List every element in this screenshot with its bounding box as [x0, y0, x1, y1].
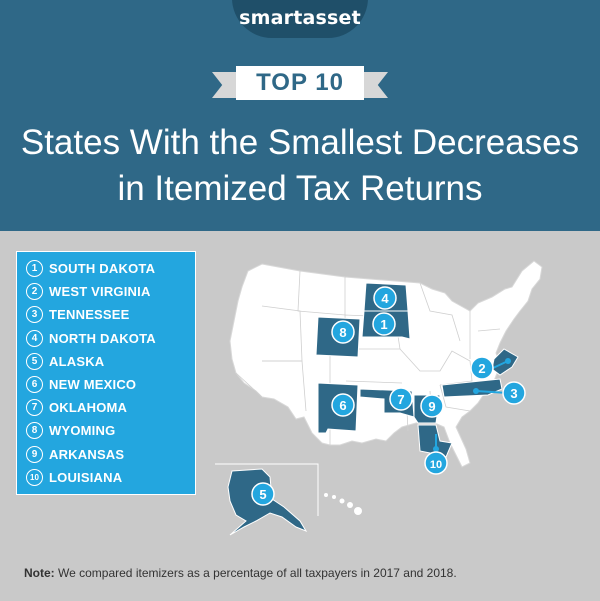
alaska-inset-frame [215, 463, 319, 516]
title-line-2: in Itemized Tax Returns [117, 169, 483, 208]
legend-rank: 9 [26, 445, 43, 463]
map-marker-8: 8 [331, 320, 355, 344]
legend-item: 4 NORTH DAKOTA [17, 327, 195, 350]
svg-text:7: 7 [397, 392, 404, 407]
rank-markers: 1 2 3 4 5 6 7 8 9 10 [251, 286, 526, 506]
svg-text:6: 6 [339, 398, 346, 413]
legend-item: 2 WEST VIRGINIA [17, 280, 195, 303]
legend-state: LOUISIANA [49, 469, 123, 485]
svg-text:8: 8 [339, 325, 346, 340]
map-marker-5: 5 [251, 482, 275, 506]
smartasset-logo: smartasset [239, 7, 361, 29]
ranking-legend: 1 SOUTH DAKOTA 2 WEST VIRGINIA 3 TENNESSEE … [16, 251, 196, 495]
legend-item: 3 TENNESSEE [17, 303, 195, 326]
footnote: Note: We compared itemizers as a percent… [24, 566, 457, 580]
legend-state: SOUTH DAKOTA [49, 261, 156, 277]
hawaii-shape [324, 493, 362, 515]
legend-state: OKLAHOMA [49, 400, 128, 416]
top10-badge: TOP 10 [236, 66, 364, 100]
us-map: 1 2 3 4 5 6 7 8 9 10 [215, 260, 543, 536]
legend-item: 10 LOUISIANA [17, 466, 195, 489]
marker-dots [433, 358, 511, 452]
svg-text:2: 2 [478, 361, 485, 376]
map-marker-2: 2 [470, 356, 494, 380]
map-marker-3: 3 [502, 381, 526, 405]
top10-ribbon: TOP 10 [212, 64, 388, 104]
legend-rank: 7 [26, 399, 43, 417]
note-text: We compared itemizers as a percentage of… [54, 566, 457, 580]
legend-rank: 10 [26, 468, 43, 486]
svg-text:10: 10 [430, 459, 442, 471]
page-title: States With the Smallest Decreases in It… [0, 120, 600, 212]
legend-item: 1 SOUTH DAKOTA [17, 257, 195, 280]
map-marker-9: 9 [420, 394, 444, 418]
legend-rank: 1 [26, 260, 43, 278]
svg-text:4: 4 [381, 291, 389, 306]
svg-text:9: 9 [428, 399, 435, 414]
map-marker-7: 7 [389, 387, 413, 411]
svg-text:5: 5 [259, 487, 266, 502]
legend-state: ALASKA [49, 353, 105, 369]
legend-rank: 8 [26, 422, 43, 440]
svg-text:1: 1 [380, 317, 387, 332]
map-marker-6: 6 [331, 393, 355, 417]
legend-state: WEST VIRGINIA [49, 284, 151, 300]
legend-rank: 5 [26, 352, 43, 370]
map-marker-1: 1 [372, 312, 396, 336]
note-label: Note: [24, 566, 55, 580]
logo-tab: smartasset [232, 0, 368, 38]
legend-rank: 2 [26, 283, 43, 301]
legend-item: 6 NEW MEXICO [17, 373, 195, 396]
legend-rank: 4 [26, 329, 43, 347]
legend-state: NEW MEXICO [49, 377, 137, 393]
legend-state: TENNESSEE [49, 307, 130, 323]
legend-item: 5 ALASKA [17, 350, 195, 373]
us-mainland [229, 260, 543, 468]
legend-state: NORTH DAKOTA [49, 330, 156, 346]
map-marker-4: 4 [373, 286, 397, 310]
title-line-1: States With the Smallest Decreases [20, 123, 580, 162]
legend-rank: 6 [26, 376, 43, 394]
legend-item: 9 ARKANSAS [17, 443, 195, 466]
legend-state: WYOMING [49, 423, 116, 439]
legend-rank: 3 [26, 306, 43, 324]
legend-item: 7 OKLAHOMA [17, 396, 195, 419]
map-marker-10: 10 [424, 451, 448, 475]
svg-text:3: 3 [510, 386, 517, 401]
header-banner: smartasset TOP 10 States With the Smalle… [0, 0, 600, 231]
legend-item: 8 WYOMING [17, 419, 195, 442]
legend-state: ARKANSAS [49, 446, 125, 462]
